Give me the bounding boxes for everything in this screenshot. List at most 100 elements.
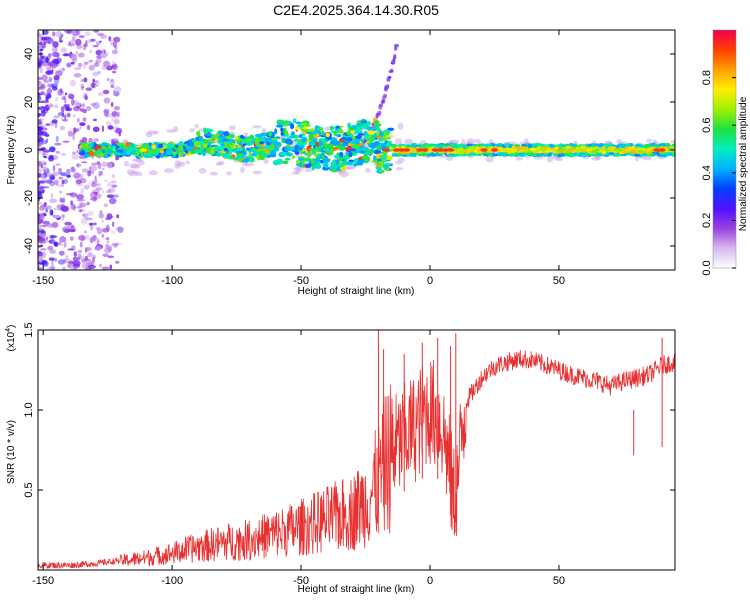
spectrogram-cell: [58, 40, 64, 43]
spectrogram-cell: [226, 153, 231, 160]
spectrogram-y-ticks: -40 -20 0 20 40: [23, 48, 675, 254]
spectrogram-cell: [325, 132, 331, 138]
spectrogram-cell: [81, 86, 84, 89]
spectrogram-cell: [85, 247, 88, 253]
spectrogram-cell: [55, 70, 63, 77]
spectrogram-cell: [587, 153, 592, 156]
colorbar-tick-label: 0.8: [701, 70, 713, 85]
spectrogram-cell: [46, 267, 55, 270]
spectrogram-cell: [329, 144, 334, 150]
x-tick-label: -50: [293, 275, 309, 287]
spectrogram-cell: [380, 144, 386, 150]
spectrogram-cell: [345, 146, 353, 150]
snr-x-ticks: -150 -100 -50 0 50: [32, 330, 565, 587]
spectrogram-cell: [116, 149, 124, 154]
spectrogram-cell: [664, 147, 668, 150]
snr-y-ticks: 0.5 1.0 1.5: [23, 322, 675, 498]
spectrogram-cell: [77, 253, 82, 260]
spectrogram-cell: [38, 57, 42, 64]
spectrogram-cell: [81, 103, 86, 108]
spectrogram-cell: [55, 163, 61, 166]
spectrogram-cell: [295, 121, 303, 125]
spectrogram-cell: [627, 142, 631, 147]
spectrogram-cell: [92, 44, 99, 48]
spectrogram-cell: [292, 155, 295, 159]
spectrogram-cell: [85, 234, 90, 241]
spectrogram-x-label: Height of straight line (km): [298, 286, 415, 297]
spectrogram-cell: [85, 87, 93, 91]
spectrogram-cell: [78, 234, 86, 241]
spectrogram-cell: [348, 140, 356, 144]
spectrogram-cell: [112, 41, 117, 48]
spectrogram-cell: [601, 150, 606, 155]
spectrogram-cell: [64, 221, 72, 226]
spectrogram-cell: [320, 159, 324, 164]
spectrogram-cell: [60, 113, 64, 121]
spectrogram-cell: [378, 161, 384, 166]
spectrogram-cell: [304, 157, 312, 162]
spectrogram-cell: [646, 138, 653, 143]
spectrogram-cell: [77, 62, 83, 68]
spectrogram-cell: [93, 30, 99, 33]
spectrogram-cell: [492, 153, 499, 157]
spectrogram-cell: [38, 142, 41, 149]
spectrogram-cell: [254, 138, 260, 142]
spectrogram-cell: [560, 153, 565, 157]
spectrogram-cell: [53, 75, 60, 81]
spectrogram-peak: [403, 148, 411, 152]
spectrogram-cell: [263, 145, 272, 150]
spectrogram-cell: [50, 193, 54, 199]
spectrogram-cell: [71, 166, 75, 173]
spectrogram-cell: [71, 153, 79, 160]
spectrogram-cell: [46, 66, 52, 71]
spectrogram-cell: [52, 86, 58, 91]
spectrogram-cell: [295, 169, 301, 175]
spectrogram-cell: [475, 138, 481, 144]
spectrogram-cell: [38, 255, 43, 263]
spectrogram-cell: [87, 252, 93, 258]
spectrogram-cell: [107, 149, 113, 153]
spectrogram-cell: [61, 197, 66, 204]
spectrogram-cell: [533, 156, 543, 160]
spectrogram-cell: [44, 57, 50, 64]
spectrogram-cell: [282, 160, 289, 165]
spectrogram-cell: [382, 163, 389, 170]
spectrogram-cell: [295, 126, 300, 130]
spectrogram-cell: [46, 70, 54, 73]
spectrogram-cell: [275, 124, 284, 128]
spectrogram-cell: [75, 38, 82, 46]
spectrogram-cell: [86, 201, 90, 206]
spectrogram-cell: [371, 160, 378, 163]
spectrogram-cell: [314, 146, 322, 150]
spectrogram-cell: [74, 172, 77, 176]
spectrogram-cell: [148, 170, 158, 176]
spectrogram-cell: [393, 54, 397, 60]
spectrogram-cell: [347, 143, 354, 147]
spectrogram-cell: [83, 184, 90, 190]
spectrogram-cell: [193, 141, 201, 148]
spectrogram-peak: [447, 148, 455, 152]
spectrogram-cell: [61, 179, 65, 185]
spectrogram-cell: [60, 47, 67, 53]
spectrogram-cell: [244, 162, 255, 167]
spectrogram-x-ticks: -150 -100 -50 0 50: [32, 30, 565, 287]
spectrogram-cell: [330, 137, 338, 142]
spectrogram-cell: [608, 152, 615, 155]
spectrogram-cell: [51, 119, 58, 124]
spectrogram-cell: [48, 40, 51, 44]
spectrogram-cell: [73, 127, 77, 134]
spectrogram-cell: [318, 140, 323, 147]
y-tick-label: 20: [23, 96, 35, 108]
spectrogram-cell: [242, 143, 247, 146]
spectrogram-cell: [115, 242, 123, 245]
spectrogram-cell: [60, 172, 67, 177]
spectrogram-cell: [79, 202, 83, 205]
spectrogram-cell: [38, 180, 46, 184]
spectrogram-cell: [70, 61, 75, 65]
spectrogram-cell: [594, 143, 601, 147]
spectrogram-cell: [563, 148, 567, 153]
spectrogram-cell: [649, 146, 656, 150]
spectrogram-cell: [50, 209, 54, 216]
spectrogram-cell: [57, 243, 64, 246]
spectrogram-cell: [129, 163, 140, 169]
